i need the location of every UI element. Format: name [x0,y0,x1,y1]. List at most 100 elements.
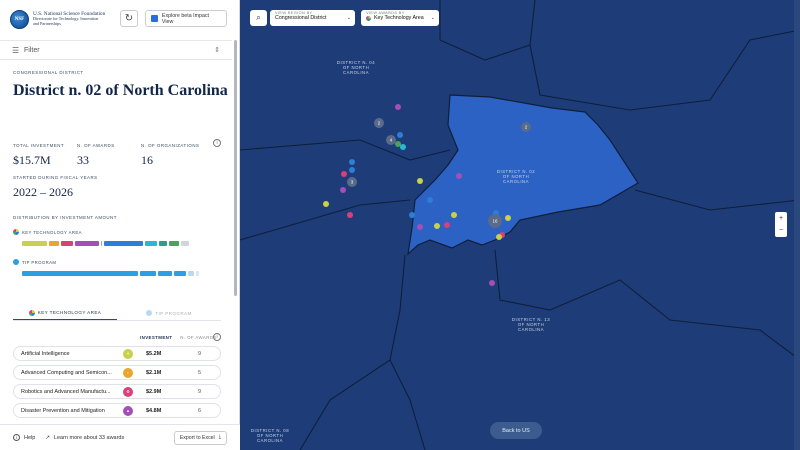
view-awards-select[interactable]: View awards by Key Technology Area ⌄ [361,10,439,26]
cluster-marker[interactable] [488,214,502,228]
help-link[interactable]: i Help [13,434,35,441]
nsf-logo[interactable]: NSF U.S. National Science Foundation Dir… [10,9,105,29]
border-line [439,0,536,61]
fiscal-years: Started during fiscal years 2022 – 2026 [13,175,98,200]
award-point[interactable] [434,223,440,229]
award-point[interactable] [427,197,433,203]
award-point[interactable] [397,132,403,138]
learn-more-link[interactable]: ↗ Learn more about 33 awards [45,435,124,441]
reset-button[interactable]: ↻ [120,10,138,27]
back-to-us-button[interactable]: Back to US [490,422,542,439]
award-point[interactable] [323,201,329,207]
info-icon[interactable]: i [213,139,221,147]
table-row[interactable]: Advanced Computing and Semicon... ▪ $2.1… [13,365,221,380]
border-line [240,139,451,161]
district-borders [240,0,800,450]
bar-segment[interactable] [140,271,156,276]
filter-toggle[interactable]: ☰ Filter ⇕ [0,40,232,60]
bar-segment[interactable] [100,241,103,246]
col-awards[interactable]: N. of Awards [180,335,217,340]
border-line [634,189,800,211]
award-point[interactable] [505,215,511,221]
export-label: Export to Excel [179,434,215,441]
explore-beta-label: Explore beta Impact View [161,12,210,25]
map-view[interactable]: 2 2 4 3 16 District n. 04 of North Carol… [240,0,800,450]
cluster-marker[interactable] [374,118,384,128]
award-point[interactable] [444,222,450,228]
table-row[interactable]: Robotics and Advanced Manufactu... ⚙ $2.… [13,384,221,399]
award-point[interactable] [400,144,406,150]
award-point[interactable] [341,171,347,177]
tab-label: Key Technology Area [37,310,102,315]
bar-segment[interactable] [157,271,173,276]
kta-select-icon [366,15,371,21]
border-line [240,199,411,241]
bar-segment[interactable] [49,241,60,246]
bar-segment[interactable] [195,271,200,276]
row-awards: 6 [198,407,202,414]
award-point[interactable] [395,141,401,147]
border-line [389,254,426,450]
tab-key-technology-area[interactable]: Key Technology Area [13,306,117,320]
zoom-out-button[interactable]: − [778,227,784,235]
award-point[interactable] [417,224,423,230]
award-point[interactable] [395,104,401,110]
tab-tip-program[interactable]: TIP Program [117,306,221,320]
map-canvas[interactable]: 2 2 4 3 16 [240,0,800,450]
bar-segment[interactable] [22,271,139,276]
disaster-category-icon: ▲ [123,405,133,416]
fiscal-value: 2022 – 2026 [13,185,73,199]
logo-text: U.S. National Science Foundation Directo… [33,11,105,26]
cluster-marker[interactable] [386,135,396,145]
table-row[interactable]: Disaster Prevention and Mitigation ▲ $4.… [13,403,221,418]
district-02-region[interactable] [407,94,639,256]
zoom-in-button[interactable]: + [778,214,784,222]
table-info-icon[interactable]: i [213,333,221,341]
kta-distribution-bar[interactable] [22,241,208,246]
district-02-label: District n. 02 of North Carolina [496,169,536,184]
panel-scrollbar[interactable] [233,38,238,424]
bar-segment[interactable] [188,271,194,276]
cluster-marker[interactable] [347,177,357,187]
award-point[interactable] [349,159,355,165]
robotics-category-icon: ⚙ [123,386,133,397]
award-point[interactable] [496,234,502,240]
view-region-select[interactable]: View region by Congressional District ⌄ [270,10,355,26]
select-value: Congressional District [275,15,327,21]
row-investment: $5.2M [146,350,162,357]
tab-label: TIP Program [155,310,192,316]
bar-segment[interactable] [181,241,190,246]
cluster-count: 16 [492,219,498,224]
bar-segment[interactable] [144,241,157,246]
map-scrollbar[interactable] [794,0,800,450]
explore-beta-button[interactable]: Explore beta Impact View [145,10,227,27]
bar-segment[interactable] [158,241,167,246]
col-investment[interactable]: Investment [140,335,173,340]
district-title: District n. 02 of North Carolina [13,82,228,99]
bar-segment[interactable] [174,271,187,276]
bar-segment[interactable] [104,241,143,246]
bar-segment[interactable] [75,241,99,246]
download-icon: ⤓ [218,434,221,440]
district-08-label: District n. 08 of North Carolina [250,428,290,443]
award-point[interactable] [451,212,457,218]
award-point[interactable] [409,212,415,218]
expand-chevron-icon: ⇕ [214,47,220,54]
award-point[interactable] [340,187,346,193]
export-excel-button[interactable]: Export to Excel ⤓ [173,430,227,445]
map-search-button[interactable]: ⌕ [250,10,267,26]
bar-segment[interactable] [22,241,48,246]
bar-segment[interactable] [61,241,74,246]
cluster-count: 2 [378,121,381,126]
award-point[interactable] [349,167,355,173]
award-point[interactable] [456,173,462,179]
bar-segment[interactable] [168,241,180,246]
award-point[interactable] [417,178,423,184]
panel-scroll-thumb[interactable] [234,40,237,296]
award-point[interactable] [489,280,495,286]
award-point[interactable] [347,212,353,218]
select-value-row: Key Technology Area [366,15,434,21]
cluster-marker[interactable] [521,122,531,132]
table-row[interactable]: Artificial Intelligence ✦ $5.2M 9 [13,346,221,361]
tip-distribution-bar[interactable] [22,271,208,276]
